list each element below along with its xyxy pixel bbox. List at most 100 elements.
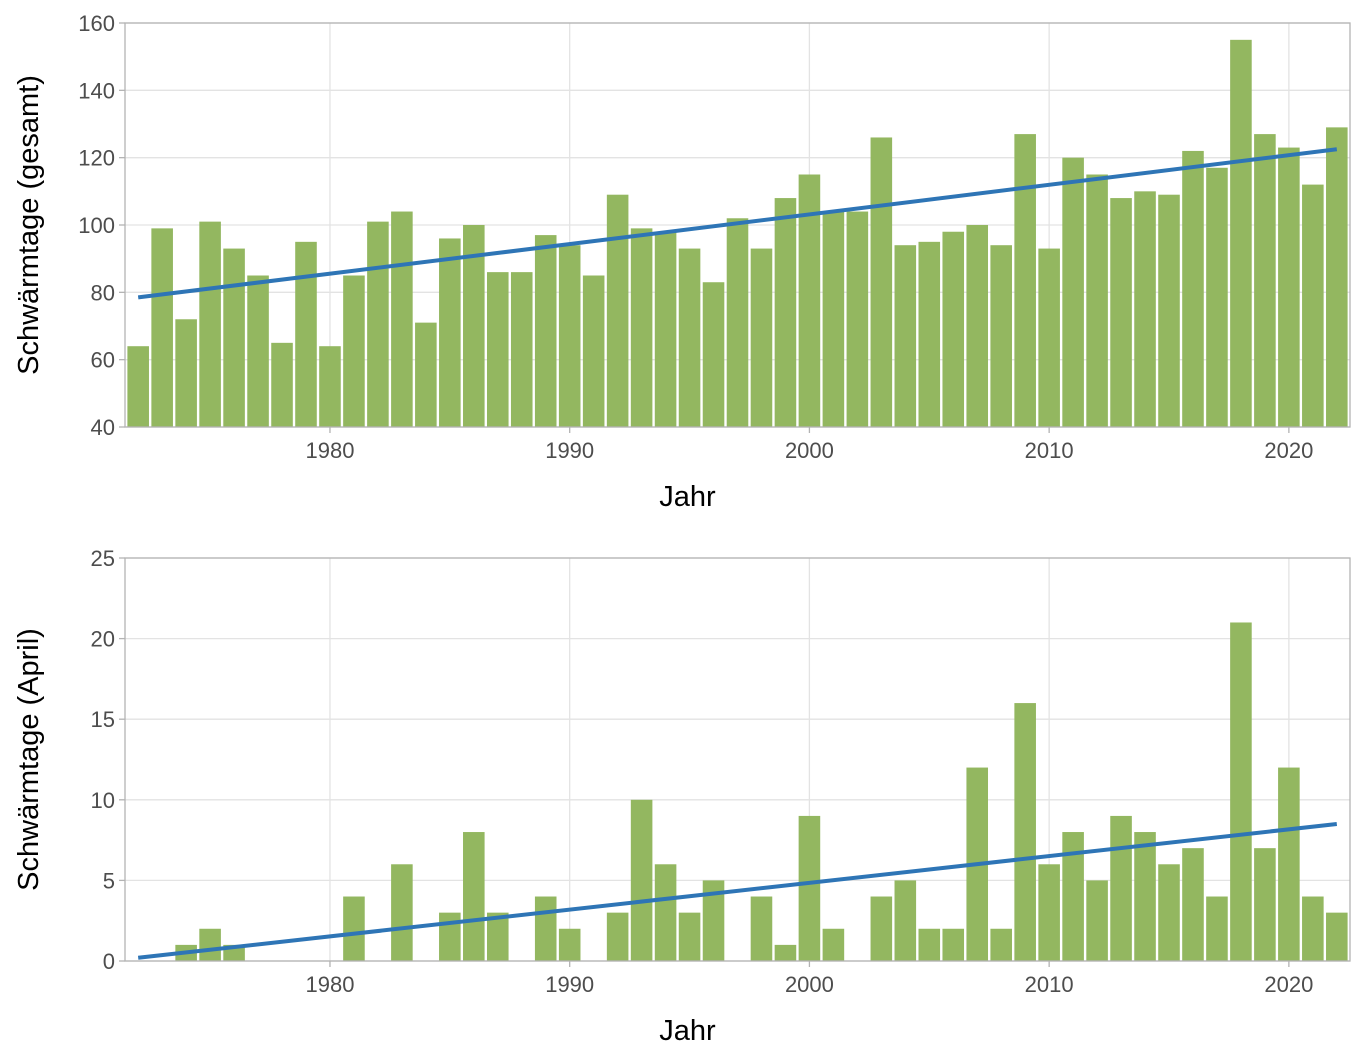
trend-line bbox=[137, 147, 1338, 300]
y-tick-label: 10 bbox=[91, 788, 115, 813]
bar bbox=[678, 248, 701, 427]
bar bbox=[271, 342, 293, 427]
bar bbox=[1062, 157, 1084, 427]
bar bbox=[439, 238, 461, 427]
panel: 0 5 10 15 20 25 1980 1990 2000 2010 2020 Jahr Schwär… bbox=[13, 546, 1351, 1045]
bar bbox=[175, 319, 197, 427]
bar bbox=[654, 231, 677, 427]
bar bbox=[990, 928, 1012, 961]
x-tick-label: 2010 bbox=[1025, 972, 1074, 997]
bar bbox=[558, 245, 581, 427]
y-tick-label: 40 bbox=[91, 415, 115, 440]
y-axis-title: Schwärmtage (April) bbox=[13, 628, 45, 891]
bar bbox=[1278, 147, 1300, 428]
y-tick-label: 160 bbox=[78, 11, 115, 36]
bar bbox=[750, 896, 773, 961]
bar bbox=[463, 832, 485, 961]
bar bbox=[1014, 703, 1036, 961]
bar bbox=[918, 928, 941, 961]
x-tick-label: 2020 bbox=[1264, 438, 1313, 463]
bar bbox=[606, 194, 629, 427]
bar bbox=[1038, 248, 1060, 427]
bar bbox=[1182, 848, 1204, 961]
bar bbox=[606, 912, 629, 961]
x-axis-title: Jahr bbox=[659, 1015, 716, 1045]
bar bbox=[870, 137, 893, 427]
bar bbox=[1038, 864, 1060, 961]
x-tick-label: 1980 bbox=[305, 972, 354, 997]
x-tick-label: 1980 bbox=[305, 438, 354, 463]
bar bbox=[894, 880, 917, 961]
bar bbox=[630, 228, 653, 427]
bar bbox=[486, 912, 509, 961]
trend-line bbox=[137, 821, 1338, 960]
y-tick-label: 80 bbox=[91, 280, 115, 305]
bar bbox=[199, 928, 221, 961]
bar bbox=[870, 896, 893, 961]
bar bbox=[1134, 832, 1156, 961]
x-tick-label: 2020 bbox=[1264, 972, 1313, 997]
panel: 40 60 80 100 120 140 160 1980 1990 2000 2010 2020 Ja… bbox=[13, 11, 1351, 513]
bar bbox=[127, 346, 149, 427]
panel-border bbox=[124, 557, 1351, 962]
bar bbox=[199, 221, 221, 427]
bar bbox=[654, 864, 677, 961]
bar bbox=[1302, 184, 1324, 427]
y-tick-label: 0 bbox=[103, 949, 115, 974]
y-tick-label: 15 bbox=[91, 707, 115, 732]
bar bbox=[702, 282, 725, 427]
bar bbox=[1110, 815, 1132, 961]
bar bbox=[1110, 198, 1132, 427]
panel-border bbox=[124, 22, 1351, 428]
bar bbox=[846, 211, 869, 427]
bar bbox=[1230, 622, 1252, 961]
bar bbox=[223, 248, 245, 427]
bar bbox=[942, 231, 965, 427]
bar bbox=[630, 799, 653, 961]
x-tick-label: 1990 bbox=[545, 438, 594, 463]
bar bbox=[798, 174, 821, 427]
y-tick-label: 120 bbox=[78, 146, 115, 171]
y-tick-label: 100 bbox=[78, 213, 115, 238]
bar bbox=[1182, 150, 1204, 427]
bar bbox=[1062, 832, 1084, 961]
bar bbox=[582, 275, 605, 427]
bar bbox=[319, 346, 341, 427]
bar bbox=[750, 248, 773, 427]
bar bbox=[391, 864, 413, 961]
bar bbox=[367, 221, 389, 427]
bar bbox=[1158, 864, 1180, 961]
x-tick-label: 2000 bbox=[785, 438, 834, 463]
y-tick-label: 20 bbox=[91, 627, 115, 652]
bar bbox=[343, 275, 365, 427]
bar bbox=[1230, 39, 1252, 427]
bar bbox=[1158, 194, 1180, 427]
bar bbox=[990, 245, 1012, 427]
bar bbox=[439, 912, 461, 961]
bar bbox=[558, 928, 581, 961]
x-tick-label: 1990 bbox=[545, 972, 594, 997]
bar bbox=[534, 235, 557, 427]
bar bbox=[822, 928, 845, 961]
y-tick-label: 25 bbox=[91, 546, 115, 571]
bar bbox=[774, 944, 797, 961]
bar bbox=[702, 880, 725, 961]
y-axis-title: Schwärmtage (gesamt) bbox=[13, 75, 45, 375]
bar bbox=[510, 272, 533, 427]
bar bbox=[415, 322, 437, 427]
bar bbox=[1302, 896, 1324, 961]
bar bbox=[1326, 912, 1348, 961]
bar bbox=[942, 928, 965, 961]
bar bbox=[1254, 848, 1276, 961]
bar bbox=[534, 896, 557, 961]
y-tick-label: 5 bbox=[103, 868, 115, 893]
bar bbox=[463, 225, 485, 427]
bar bbox=[966, 225, 989, 427]
bar bbox=[1014, 134, 1036, 427]
x-tick-label: 2010 bbox=[1025, 438, 1074, 463]
bar bbox=[726, 218, 749, 427]
bar bbox=[1134, 191, 1156, 427]
x-axis-title: Jahr bbox=[659, 481, 716, 513]
bar bbox=[1278, 767, 1300, 961]
bar bbox=[894, 245, 917, 427]
